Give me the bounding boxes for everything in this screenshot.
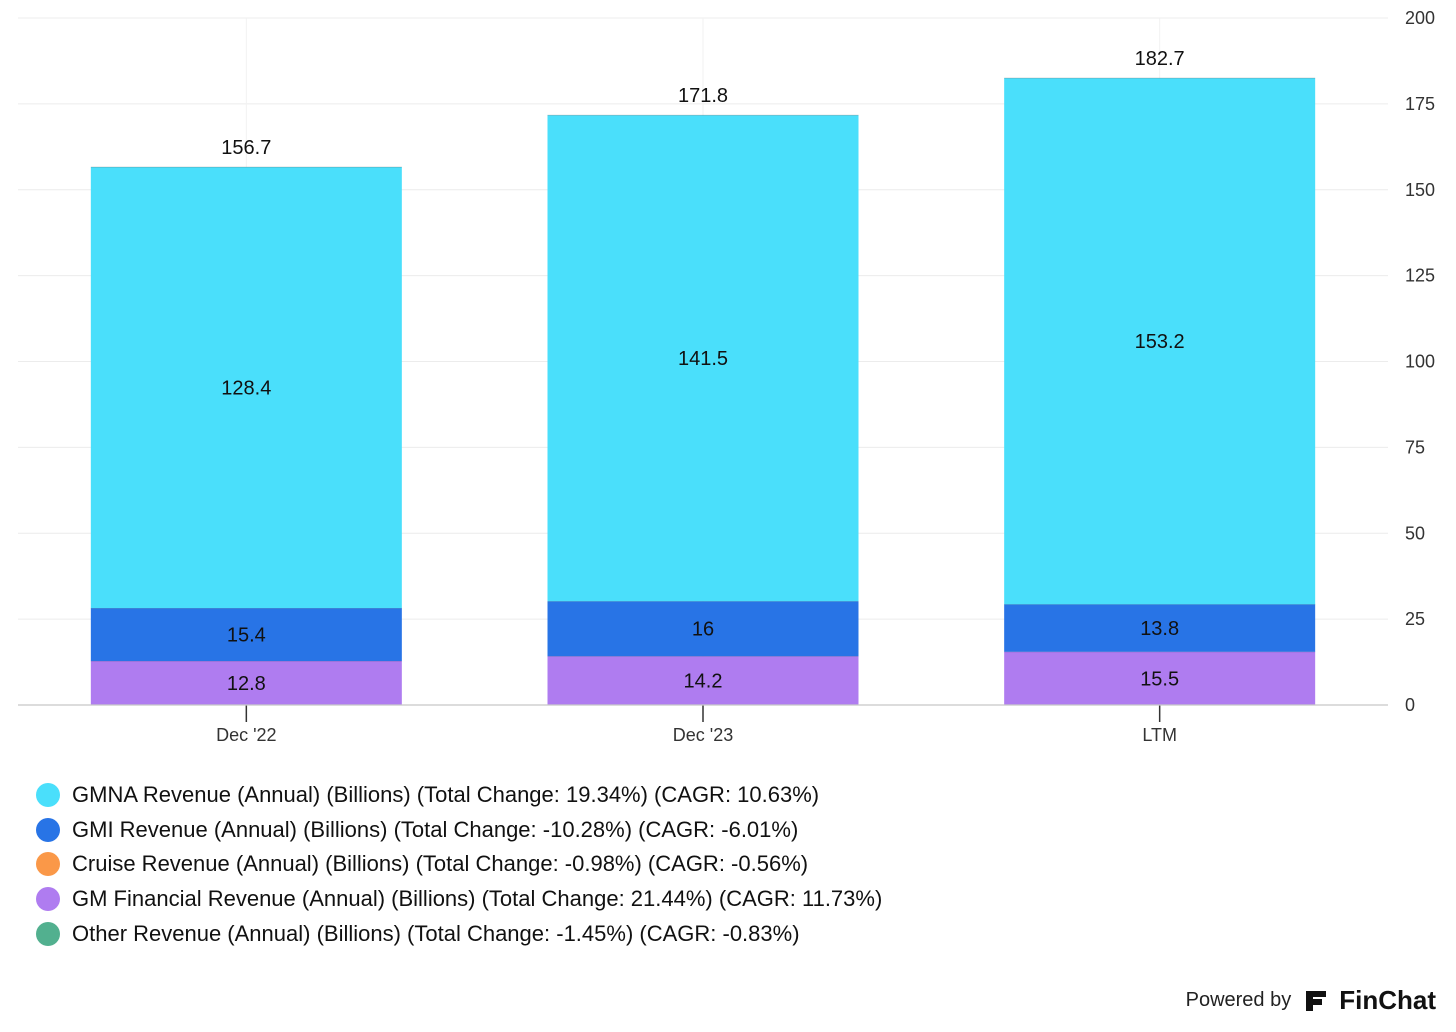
- x-tick-label: Dec '22: [216, 725, 276, 745]
- legend-item[interactable]: GMNA Revenue (Annual) (Billions) (Total …: [36, 778, 882, 813]
- total-value-label: 182.7: [1135, 48, 1185, 70]
- y-tick-label: 0: [1405, 695, 1415, 715]
- segment-value-label: 15.5: [1140, 668, 1179, 690]
- finchat-logo-icon: [1306, 990, 1327, 1011]
- legend-swatch: [36, 783, 60, 808]
- segment-value-label: 16: [692, 619, 714, 641]
- powered-by-text: Powered by: [1185, 989, 1292, 1011]
- legend-label: GMI Revenue (Annual) (Billions) (Total C…: [72, 816, 799, 842]
- legend-label: Cruise Revenue (Annual) (Billions) (Tota…: [72, 851, 809, 877]
- bar-segment: [1004, 78, 1316, 605]
- axes: 0 25 50 75 100 125 150 175 200 Dec '22 Dec '23 LTM: [18, 8, 1435, 745]
- y-tick-label: 100: [1405, 352, 1435, 372]
- x-tick-label: Dec '23: [673, 725, 733, 745]
- legend-item[interactable]: GMI Revenue (Annual) (Billions) (Total C…: [36, 813, 882, 848]
- legend-label: Other Revenue (Annual) (Billions) (Total…: [72, 920, 800, 946]
- segment-value-label: 12.8: [227, 673, 266, 695]
- bar-segment: [547, 656, 859, 705]
- finchat-logo-text: FinChat: [1339, 985, 1436, 1015]
- y-tick-label: 200: [1405, 8, 1435, 28]
- segment-value-label: 128.4: [221, 378, 271, 400]
- segment-value-label: 14.2: [684, 671, 723, 693]
- bar-segment: [547, 601, 859, 657]
- legend-swatch: [36, 852, 60, 877]
- finchat-branding[interactable]: Powered by FinChat: [1186, 985, 1436, 1016]
- total-value-label: 171.8: [678, 85, 728, 107]
- data-labels: 12.8 15.4 128.4 156.7 14.2 16 141.5 171.8 15.5 13…: [221, 48, 1184, 695]
- segment-value-label: 13.8: [1140, 618, 1179, 640]
- segment-value-label: 15.4: [227, 625, 266, 647]
- legend-swatch: [36, 921, 60, 946]
- y-tick-label: 25: [1405, 609, 1425, 629]
- bar-segment: [547, 115, 859, 602]
- bar-segment: [90, 167, 402, 609]
- y-tick-label: 50: [1405, 523, 1425, 543]
- y-tick-label: 125: [1405, 266, 1435, 286]
- bar-segment: [90, 608, 402, 662]
- y-tick-label: 75: [1405, 437, 1425, 457]
- legend-item[interactable]: GM Financial Revenue (Annual) (Billions)…: [36, 882, 882, 917]
- y-tick-label: 175: [1405, 94, 1435, 114]
- total-value-label: 156.7: [221, 137, 271, 159]
- segment-value-label: 153.2: [1135, 331, 1185, 353]
- legend: GMNA Revenue (Annual) (Billions) (Total …: [36, 778, 882, 951]
- x-tick-label: LTM: [1142, 725, 1177, 745]
- legend-swatch: [36, 817, 60, 842]
- legend-swatch: [36, 887, 60, 912]
- legend-label: GMNA Revenue (Annual) (Billions) (Total …: [72, 782, 820, 808]
- legend-item[interactable]: Other Revenue (Annual) (Billions) (Total…: [36, 916, 882, 951]
- segment-value-label: 141.5: [678, 348, 728, 370]
- legend-label: GM Financial Revenue (Annual) (Billions)…: [72, 886, 883, 912]
- bar-segment: [1004, 651, 1316, 705]
- y-tick-label: 150: [1405, 180, 1435, 200]
- bar-group: [90, 77, 1316, 705]
- bar-segment: [1004, 604, 1316, 652]
- bar-segment: [90, 661, 402, 705]
- legend-item[interactable]: Cruise Revenue (Annual) (Billions) (Tota…: [36, 847, 882, 882]
